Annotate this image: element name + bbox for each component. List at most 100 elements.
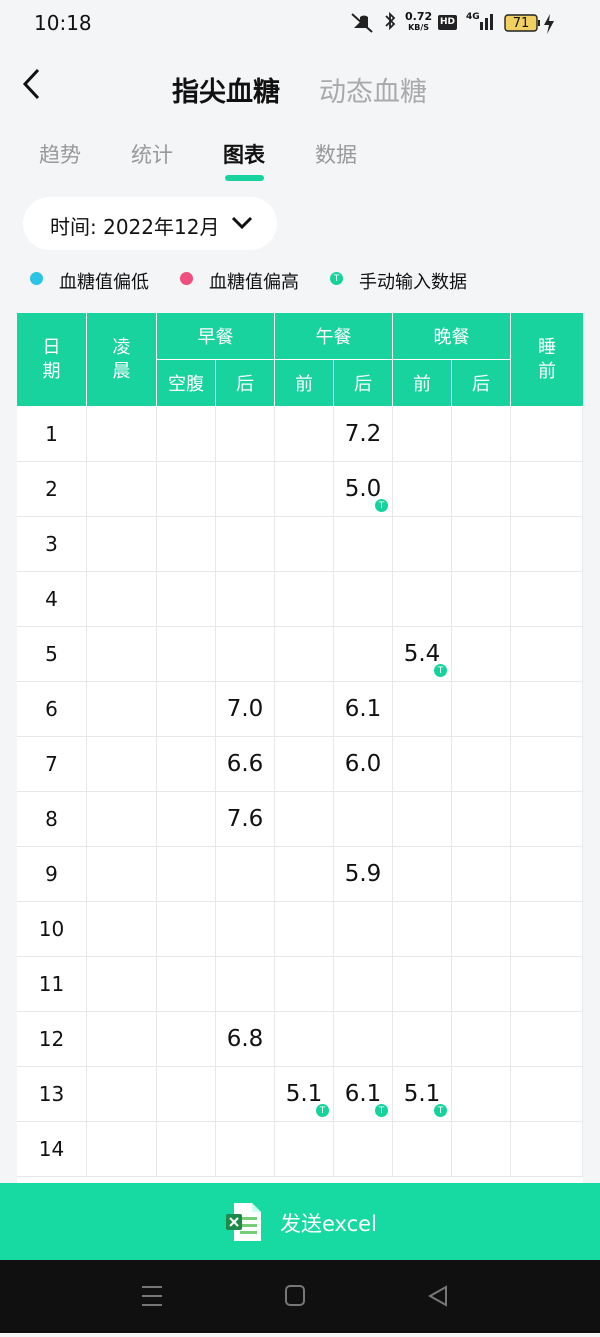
header-tab[interactable]: 动态血糖 (319, 77, 427, 108)
value-cell (334, 572, 393, 627)
value-cell (511, 627, 583, 682)
sub-tab[interactable]: 趋势 (39, 143, 81, 167)
value-cell (275, 902, 334, 957)
date-cell: 2 (17, 462, 87, 517)
value-cell (157, 1012, 216, 1067)
value-cell (216, 407, 275, 462)
value-cell (275, 517, 334, 572)
header-column: 后 (216, 360, 275, 407)
value-cell (511, 957, 583, 1012)
value-cell (275, 792, 334, 847)
value-cell: 5.1 T (275, 1067, 334, 1122)
value-cell (334, 517, 393, 572)
value-cell (275, 957, 334, 1012)
value-cell: 7.0 (216, 682, 275, 737)
value-cell (452, 957, 511, 1012)
value-cell: 5.9 (334, 847, 393, 902)
value-cell (393, 517, 452, 572)
value-cell (393, 1012, 452, 1067)
row-continuation (17, 1177, 583, 1183)
value-cell (216, 1067, 275, 1122)
manual-badge: T (316, 1104, 329, 1117)
value-cell (157, 792, 216, 847)
date-cell: 7 (17, 737, 87, 792)
value-cell: 6.1 T (334, 1067, 393, 1122)
date-cell: 12 (17, 1012, 87, 1067)
value-cell (511, 1012, 583, 1067)
header-column: 后 (334, 360, 393, 407)
value-cell (157, 572, 216, 627)
speed-unit: KB/S (408, 23, 430, 32)
value-cell (275, 462, 334, 517)
value-cell: 6.6 (216, 737, 275, 792)
date-label: 时间: 2022年12月 (50, 215, 220, 239)
value-cell (87, 737, 157, 792)
value-cell: 7.2 (334, 407, 393, 462)
value-cell (275, 737, 334, 792)
header-group: 晚餐 (393, 313, 511, 360)
value-cell: 6.1 (334, 682, 393, 737)
value-cell (511, 737, 583, 792)
value-cell: 7.6 (216, 792, 275, 847)
date-cell: 9 (17, 847, 87, 902)
date-cell: 14 (17, 1122, 87, 1177)
value-cell (393, 957, 452, 1012)
value-cell (216, 627, 275, 682)
active-indicator (225, 175, 264, 181)
value-cell (216, 847, 275, 902)
value-cell (216, 517, 275, 572)
legend-label: 手动输入数据 (359, 272, 467, 293)
date-cell: 1 (17, 407, 87, 462)
value-cell (393, 737, 452, 792)
value-cell (452, 902, 511, 957)
date-cell: 8 (17, 792, 87, 847)
value-cell (452, 462, 511, 517)
value-cell (87, 517, 157, 572)
status-time: 10:18 (34, 11, 92, 35)
value-cell (157, 1067, 216, 1122)
value-cell: 6.8 (216, 1012, 275, 1067)
value-cell (216, 902, 275, 957)
value-cell (334, 1122, 393, 1177)
value-cell (87, 902, 157, 957)
value-cell (275, 682, 334, 737)
header-column: 空腹 (157, 360, 216, 407)
speed-value: 0.72 (405, 10, 433, 23)
value-cell (334, 957, 393, 1012)
value-cell (157, 957, 216, 1012)
value-cell (452, 1067, 511, 1122)
legend-dot (180, 272, 193, 285)
value-cell (275, 572, 334, 627)
value-cell (87, 407, 157, 462)
value-cell (511, 847, 583, 902)
value-cell (452, 1012, 511, 1067)
date-selector[interactable]: 时间: 2022年12月 (23, 197, 277, 250)
value-cell: 6.0 (334, 737, 393, 792)
value-cell (393, 407, 452, 462)
header-column: 前 (275, 360, 334, 407)
value-cell (157, 517, 216, 572)
sub-tab[interactable]: 数据 (315, 143, 357, 167)
value-cell (87, 1122, 157, 1177)
value-cell (452, 847, 511, 902)
header-date: 日期 (17, 313, 87, 407)
value-cell (87, 1012, 157, 1067)
date-cell: 5 (17, 627, 87, 682)
value-cell (87, 462, 157, 517)
sub-tab[interactable]: 图表 (223, 143, 265, 167)
value-cell (157, 407, 216, 462)
legend-dot (30, 272, 43, 285)
value-cell (157, 847, 216, 902)
sub-tab[interactable]: 统计 (131, 143, 173, 167)
excel-icon (226, 1203, 261, 1241)
value-cell (393, 1122, 452, 1177)
send-excel-button[interactable]: 发送excel (0, 1183, 600, 1260)
legend-label: 血糖值偏高 (209, 272, 299, 293)
value-cell (157, 682, 216, 737)
back-button[interactable] (20, 68, 44, 100)
header-tab[interactable]: 指尖血糖 (172, 77, 280, 108)
value-cell (511, 462, 583, 517)
header-sleep: 睡前 (511, 313, 583, 407)
date-cell: 6 (17, 682, 87, 737)
